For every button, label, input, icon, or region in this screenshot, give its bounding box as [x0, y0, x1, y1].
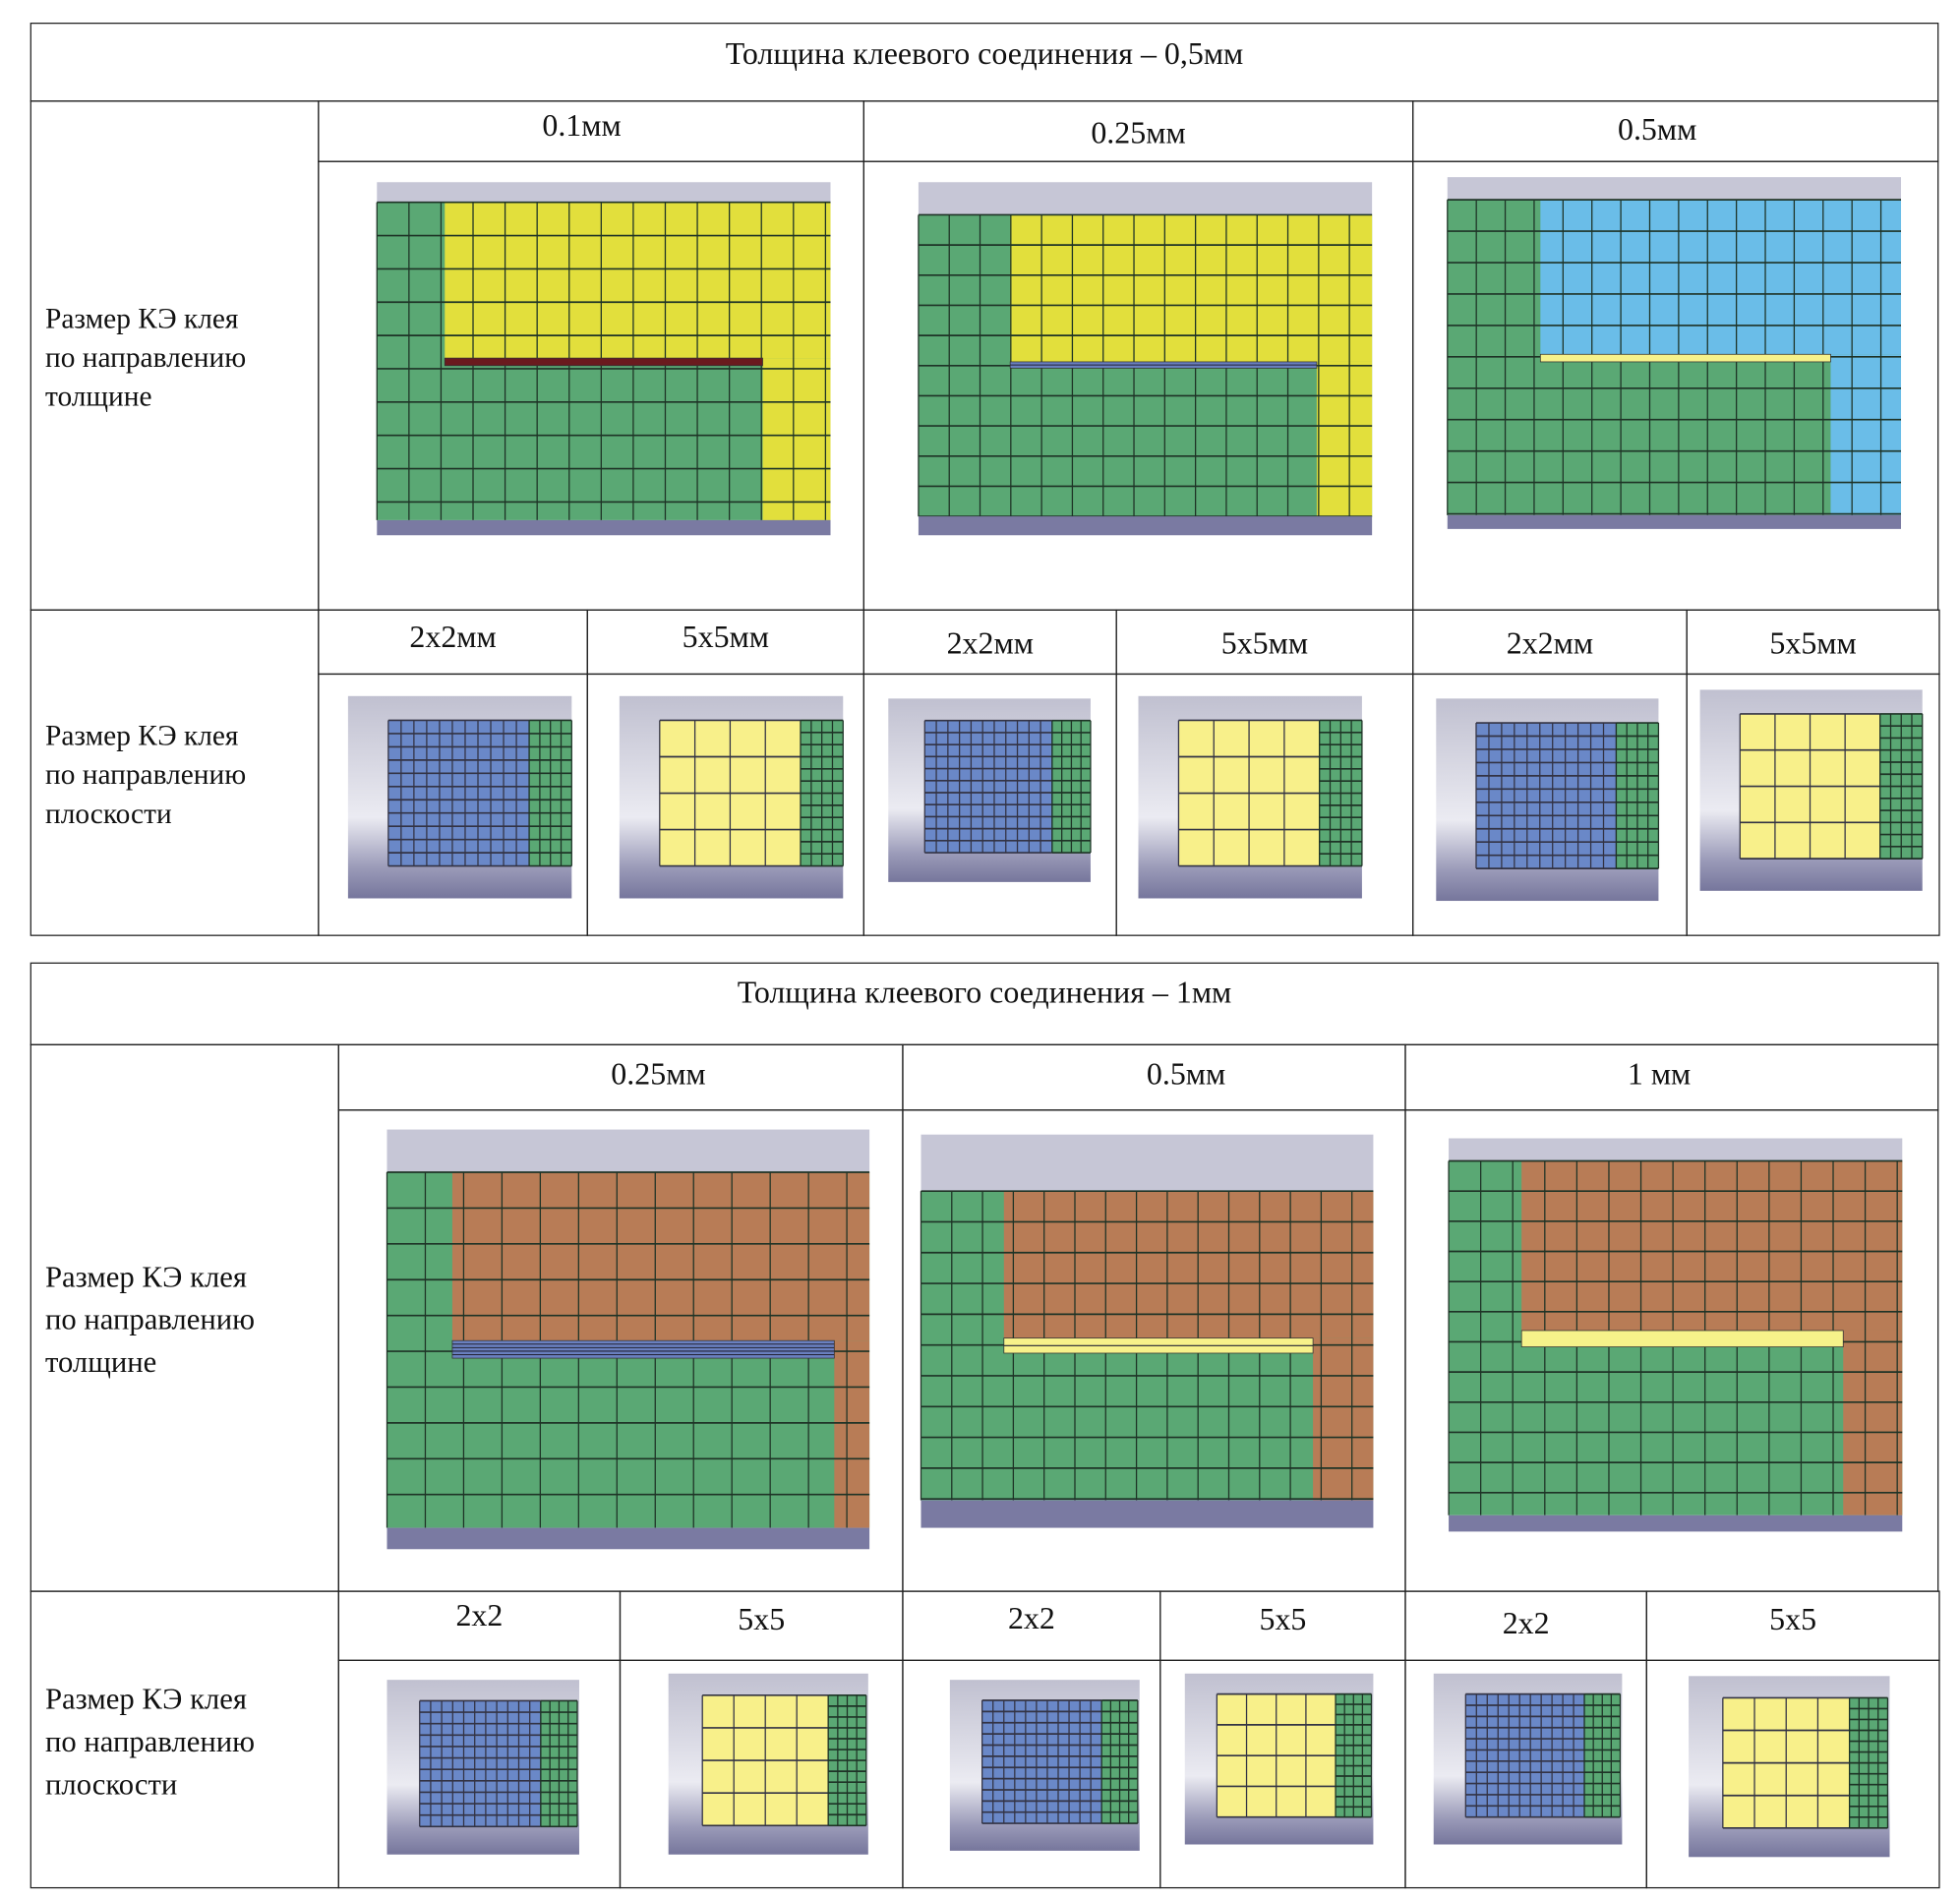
mesh-plane-figure: [888, 698, 1092, 882]
table1-col-2: 0.5мм: [1617, 112, 1697, 148]
upper-plate: [921, 1134, 1374, 1192]
table2-subcol-2: 2x2: [1007, 1601, 1055, 1636]
lower-plate: [386, 1527, 870, 1550]
table1-col-1: 0.25мм: [1091, 116, 1186, 151]
adhesive-mesh: [387, 720, 530, 866]
adhesive-right: [1316, 361, 1373, 517]
adhesive-right: [1830, 354, 1902, 515]
table1-row-label-thickness: Размер КЭ клея по направлению толщине: [44, 302, 247, 413]
adhesive-upper: [1010, 214, 1373, 362]
table1-subcol-4: 2x2мм: [1506, 626, 1594, 662]
adhesive-upper: [1003, 1191, 1374, 1338]
mesh-plane-figure: [1433, 1673, 1623, 1845]
adhesive-upper: [451, 1172, 870, 1341]
mesh-thickness-figure: [920, 1134, 1374, 1528]
table2-subcol-3: 5x5: [1259, 1603, 1307, 1637]
table1-title: Толщина клеевого соединения – 0,5мм: [725, 37, 1244, 72]
adhesive-right: [1313, 1337, 1374, 1501]
table2-subcol-0: 2x2: [455, 1599, 504, 1633]
table2-row-label-thickness: Размер КЭ клея по направлению толщине: [44, 1261, 256, 1380]
table2-col-2: 1 мм: [1627, 1057, 1692, 1093]
upper-plate: [1447, 177, 1902, 201]
upper-plate: [1449, 1138, 1903, 1161]
table2-col-1: 0.5мм: [1146, 1057, 1226, 1093]
mesh-plane-figure: [949, 1680, 1140, 1851]
adhesive-right: [762, 358, 831, 520]
lower-plate: [377, 519, 831, 536]
table1-subcol-2: 2x2мм: [946, 626, 1034, 662]
adhesive-right: [834, 1340, 870, 1528]
table1-subcol-1: 5x5мм: [682, 621, 769, 655]
table1-subcol-3: 5x5мм: [1220, 626, 1309, 662]
table2-subimage-cell: [1645, 1659, 1940, 1889]
upper-plate: [386, 1129, 870, 1173]
adhesive-upper: [445, 202, 831, 359]
mesh-plane-figure: [1436, 698, 1660, 902]
mesh-thickness-figure: [918, 182, 1373, 536]
mesh-plane-figure: [1184, 1673, 1374, 1845]
adhesive-layer: [1520, 1330, 1844, 1347]
table2-subcol-4: 2x2: [1502, 1607, 1550, 1641]
lower-plate: [918, 516, 1373, 536]
mesh-thickness-figure: [1447, 177, 1902, 529]
mesh-plane-figure: [668, 1673, 868, 1855]
mesh-plane-figure: [1689, 1676, 1890, 1858]
adhesive-mesh: [1476, 723, 1617, 869]
table2-subcol-5: 5x5: [1769, 1603, 1817, 1637]
mesh-plane-figure: [619, 695, 844, 899]
adhesive-mesh: [981, 1700, 1102, 1824]
table2-title: Толщина клеевого соединения – 1мм: [737, 976, 1232, 1011]
table1-col-0: 0.1мм: [542, 109, 622, 144]
table1-row-label-plane: Размер КЭ клея по направлению плоскости: [44, 720, 247, 830]
adhesive-layer: [1539, 353, 1831, 363]
table2-col-0: 0.25мм: [611, 1057, 706, 1093]
adhesive-upper: [1521, 1160, 1903, 1331]
mesh-plane-figure: [347, 695, 572, 899]
adhesive-right: [1843, 1330, 1903, 1515]
lower-plate: [1447, 514, 1902, 529]
upper-plate: [918, 182, 1373, 215]
table2-row-label-plane: Размер КЭ клея по направлению плоскости: [44, 1683, 256, 1803]
table1-subimage-cell: [1686, 673, 1940, 936]
mesh-plane-figure: [386, 1680, 579, 1855]
lower-plate: [1449, 1514, 1903, 1532]
table1-subcol-5: 5x5мм: [1769, 626, 1857, 662]
adhesive-layer: [444, 357, 763, 367]
table2-subcol-1: 5x5: [738, 1603, 786, 1637]
mesh-plane-figure: [1699, 689, 1924, 891]
mesh-plane-figure: [1138, 695, 1363, 899]
lower-plate: [921, 1500, 1374, 1528]
adhesive-upper: [1540, 200, 1902, 355]
table1-subcol-0: 2x2мм: [409, 621, 497, 655]
mesh-thickness-figure: [1448, 1138, 1903, 1532]
adhesive-mesh: [419, 1700, 541, 1827]
mesh-thickness-figure: [376, 182, 831, 536]
adhesive-layer: [451, 1339, 835, 1359]
upper-plate: [377, 182, 831, 203]
mesh-thickness-figure: [386, 1129, 870, 1550]
adhesive-mesh: [1465, 1693, 1585, 1817]
adhesive-mesh: [924, 720, 1052, 854]
